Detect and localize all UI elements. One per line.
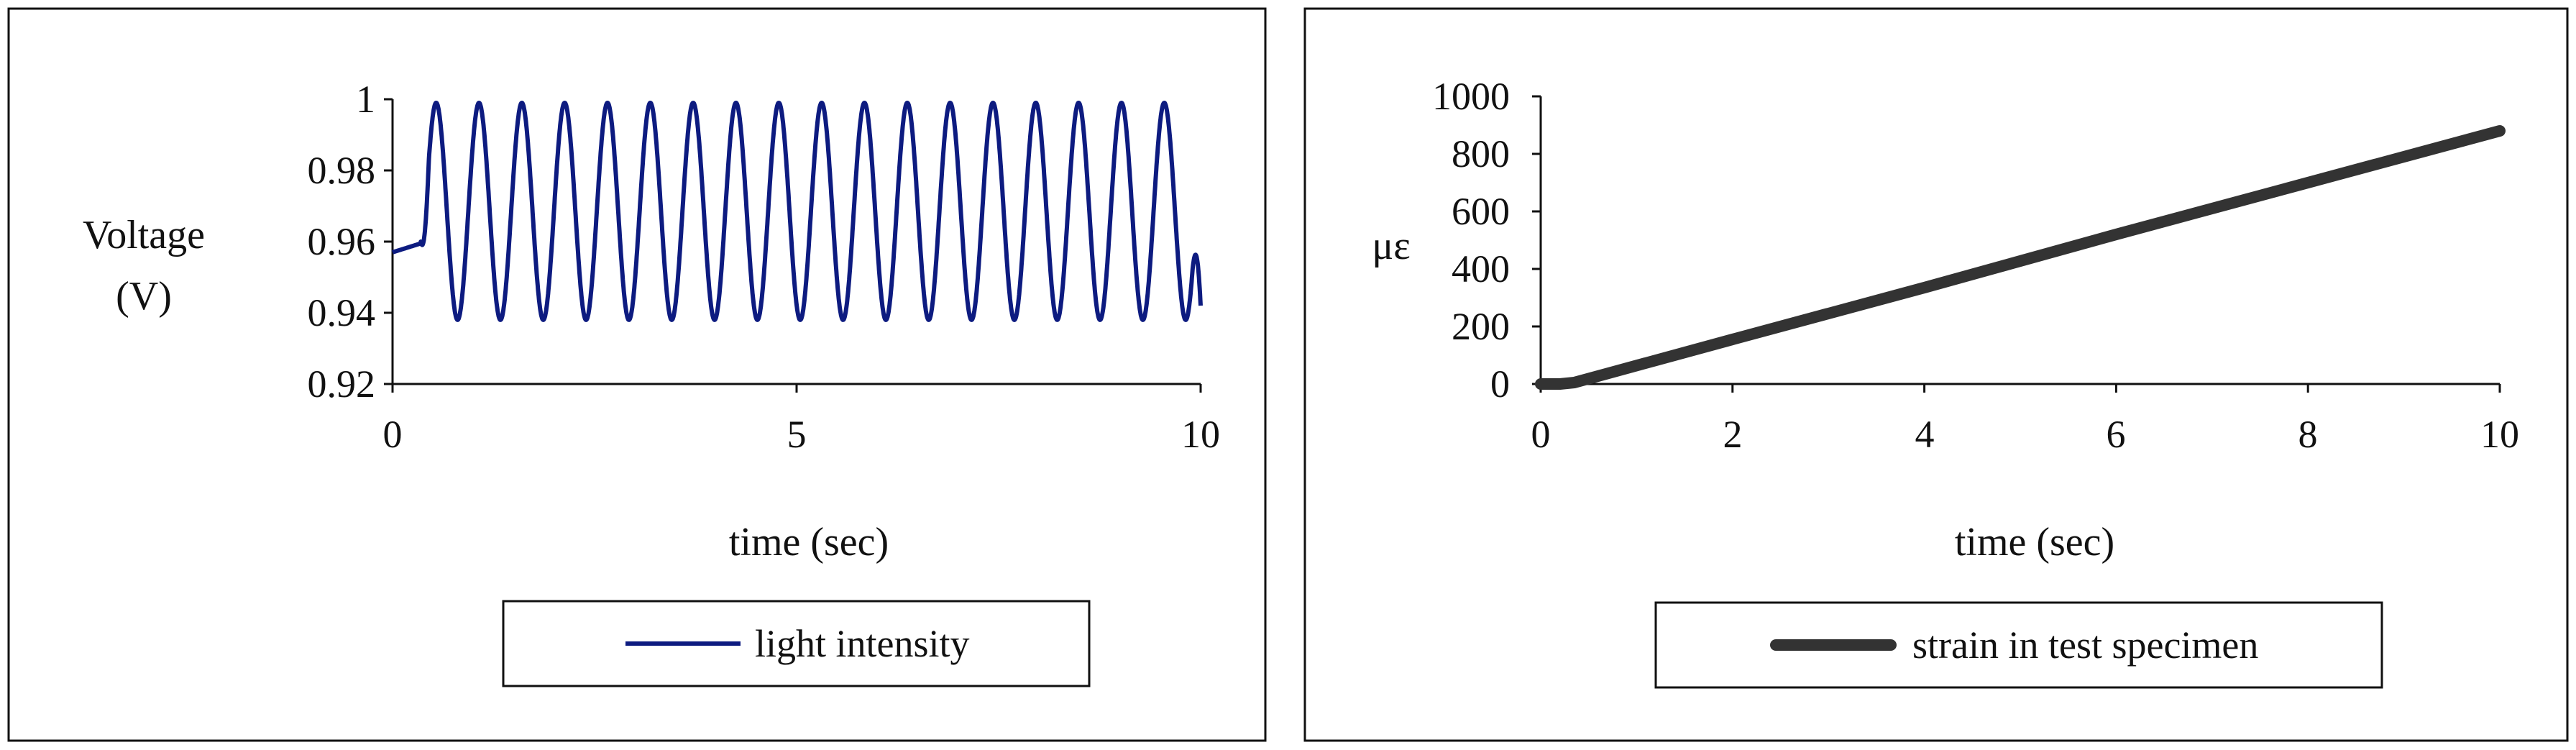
chart-1-y-axis-unit: (V): [116, 274, 172, 319]
chart-2-y-axis-title: με: [1372, 224, 1411, 268]
chart-1-legend: light intensity: [502, 600, 1091, 687]
chart-2-x-tick-label: 8: [2298, 413, 2318, 456]
chart-2-x-axis-title: time (sec): [1955, 520, 2114, 564]
chart-light-intensity: 0.92 0.94 0.96 0.98 1 0 5 10 Voltage (V)…: [7, 7, 1267, 742]
chart-2-x-tick-label: 6: [2107, 413, 2126, 456]
chart-1-legend-box: [502, 600, 1091, 687]
chart-1-y-axis-title: Voltage: [83, 213, 205, 257]
chart-1-x-axis-title: time (sec): [729, 520, 889, 564]
chart-2-plot-area: [1532, 95, 2506, 393]
chart-strain: 0 200 400 600 800 1000 0 2 4 6 8 10 με t…: [1303, 7, 2569, 742]
chart-2-y-tick-label: 400: [1452, 247, 1510, 291]
chart-2-y-tick-label: 0: [1490, 362, 1510, 406]
chart-1-x-tick-label: 0: [383, 413, 403, 456]
chart-2-y-tick-label: 200: [1452, 305, 1510, 348]
chart-2-y-tick-label: 600: [1452, 190, 1510, 233]
chart-2-y-tick-label: 1000: [1432, 75, 1510, 118]
chart-1-y-tick-label: 1: [356, 78, 375, 121]
chart-1-series-line: [390, 101, 1203, 322]
chart-2-y-tick-label: 800: [1452, 132, 1510, 175]
chart-1-y-tick-label: 0.92: [308, 362, 376, 406]
chart-1-x-tick-label: 5: [787, 413, 807, 456]
chart-2-legend-label: strain in test specimen: [1912, 623, 2258, 667]
chart-1-x-tick-label: 10: [1181, 413, 1220, 456]
chart-2-x-tick-label: 10: [2480, 413, 2519, 456]
chart-1-y-tick-label: 0.96: [308, 220, 376, 263]
chart-1-plot-area: [384, 98, 1203, 393]
chart-1-y-tick-label: 0.94: [308, 291, 376, 334]
chart-2-series-line: [1535, 125, 2506, 390]
chart-2-legend: strain in test specimen: [1654, 601, 2383, 689]
chart-2-x-tick-label: 2: [1723, 413, 1743, 456]
chart-1-legend-label: light intensity: [755, 622, 970, 665]
chart-1-ticks: [384, 98, 1202, 393]
chart-2-x-tick-label: 4: [1915, 413, 1935, 456]
chart-2-x-tick-label: 0: [1531, 413, 1551, 456]
chart-1-y-tick-label: 0.98: [308, 149, 376, 192]
